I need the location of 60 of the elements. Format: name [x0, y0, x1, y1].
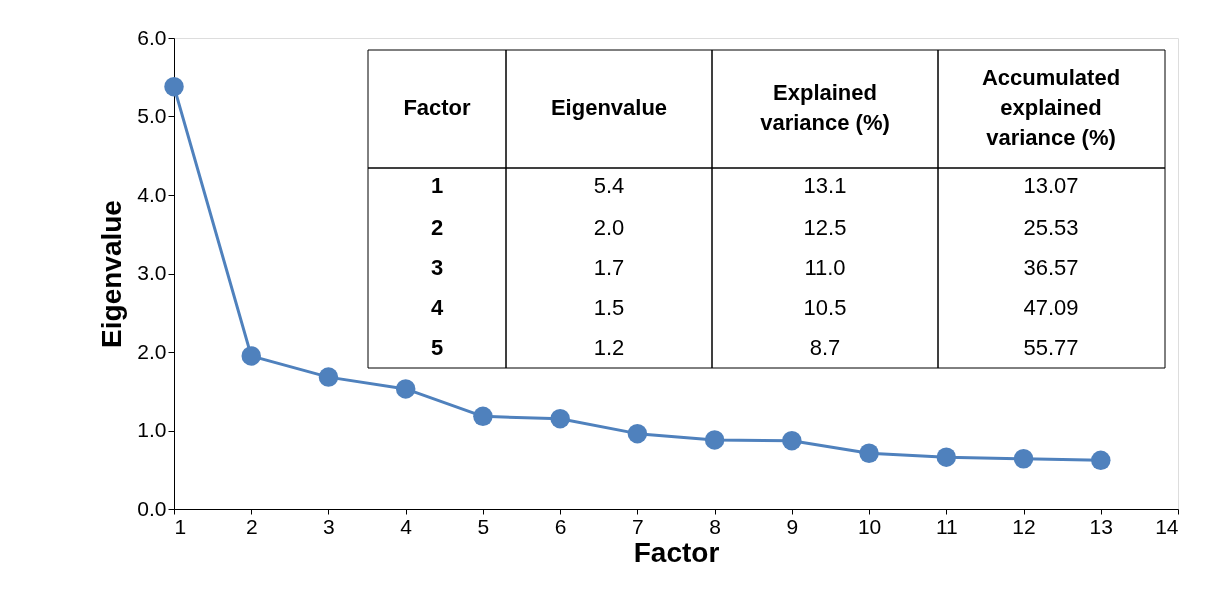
x-tick-label: 6 [554, 514, 567, 538]
annotation: Accumulated explained variance (%) [981, 65, 1121, 150]
y-tick-label: 2.0 [137, 339, 167, 363]
annotation: 1.5 [593, 295, 625, 320]
point [241, 346, 261, 366]
annotation: 2 [430, 215, 444, 240]
annotation: 3 [430, 255, 444, 280]
x-tick-label: 13 [1089, 514, 1113, 538]
annotation: 5 [430, 335, 444, 360]
x-tick-label: 4 [400, 514, 413, 538]
y-tick-label: 0.0 [137, 496, 167, 520]
x-tick-label: 14 [1155, 514, 1179, 538]
point [1091, 450, 1111, 471]
annotation: 36.57 [1023, 255, 1079, 280]
annotation: 12.5 [803, 215, 847, 240]
annotation: Factor [403, 95, 472, 120]
annotation: 47.09 [1023, 295, 1079, 320]
x-tick-label: 10 [857, 514, 882, 538]
annotation: 10.5 [803, 295, 847, 320]
x-tick-label: 2 [245, 514, 258, 538]
point [627, 423, 648, 444]
point [936, 447, 957, 467]
point [1013, 449, 1034, 469]
x-tick-label: 11 [935, 514, 958, 538]
x-tick-label: 9 [786, 514, 799, 538]
y-tick-label: 6.0 [137, 25, 167, 49]
x-tick-label: 8 [709, 514, 721, 538]
annotation: 2.0 [593, 215, 625, 240]
annotation: 13.1 [803, 173, 847, 198]
annotation: 25.53 [1023, 215, 1079, 240]
annotation: 55.77 [1023, 335, 1079, 360]
y-axis-title: Eigenvalue [96, 200, 128, 348]
y-tick-label: 5.0 [137, 104, 167, 127]
x-tick-label: 7 [632, 514, 644, 538]
y-tick-label: 4.0 [137, 182, 167, 206]
y-tick-label: 1.0 [137, 418, 167, 441]
point [704, 430, 725, 450]
annotation: 5.4 [593, 173, 625, 198]
annotation: 11.0 [804, 255, 846, 280]
annotation: Explained variance (%) [760, 80, 890, 135]
annotation: 1 [430, 173, 444, 198]
x-tick-label: 12 [1012, 514, 1036, 538]
annotation: 4 [430, 295, 444, 320]
point [550, 409, 570, 429]
annotation: 1.7 [593, 255, 625, 280]
point [473, 406, 493, 427]
point [859, 443, 879, 463]
x-tick-label: 5 [477, 514, 490, 538]
x-tick-label: 1 [174, 514, 187, 538]
annotation: 8.7 [809, 335, 841, 360]
y-tick-label: 3.0 [137, 261, 167, 284]
point [782, 430, 802, 451]
point [395, 379, 416, 399]
annotation: 13.07 [1023, 173, 1079, 198]
annotation: Eigenvalue [550, 95, 668, 120]
point [164, 76, 184, 97]
x-axis-title: Factor [633, 536, 720, 568]
annotation: 1.2 [593, 335, 625, 360]
point [318, 367, 339, 387]
x-tick-label: 3 [323, 514, 335, 538]
